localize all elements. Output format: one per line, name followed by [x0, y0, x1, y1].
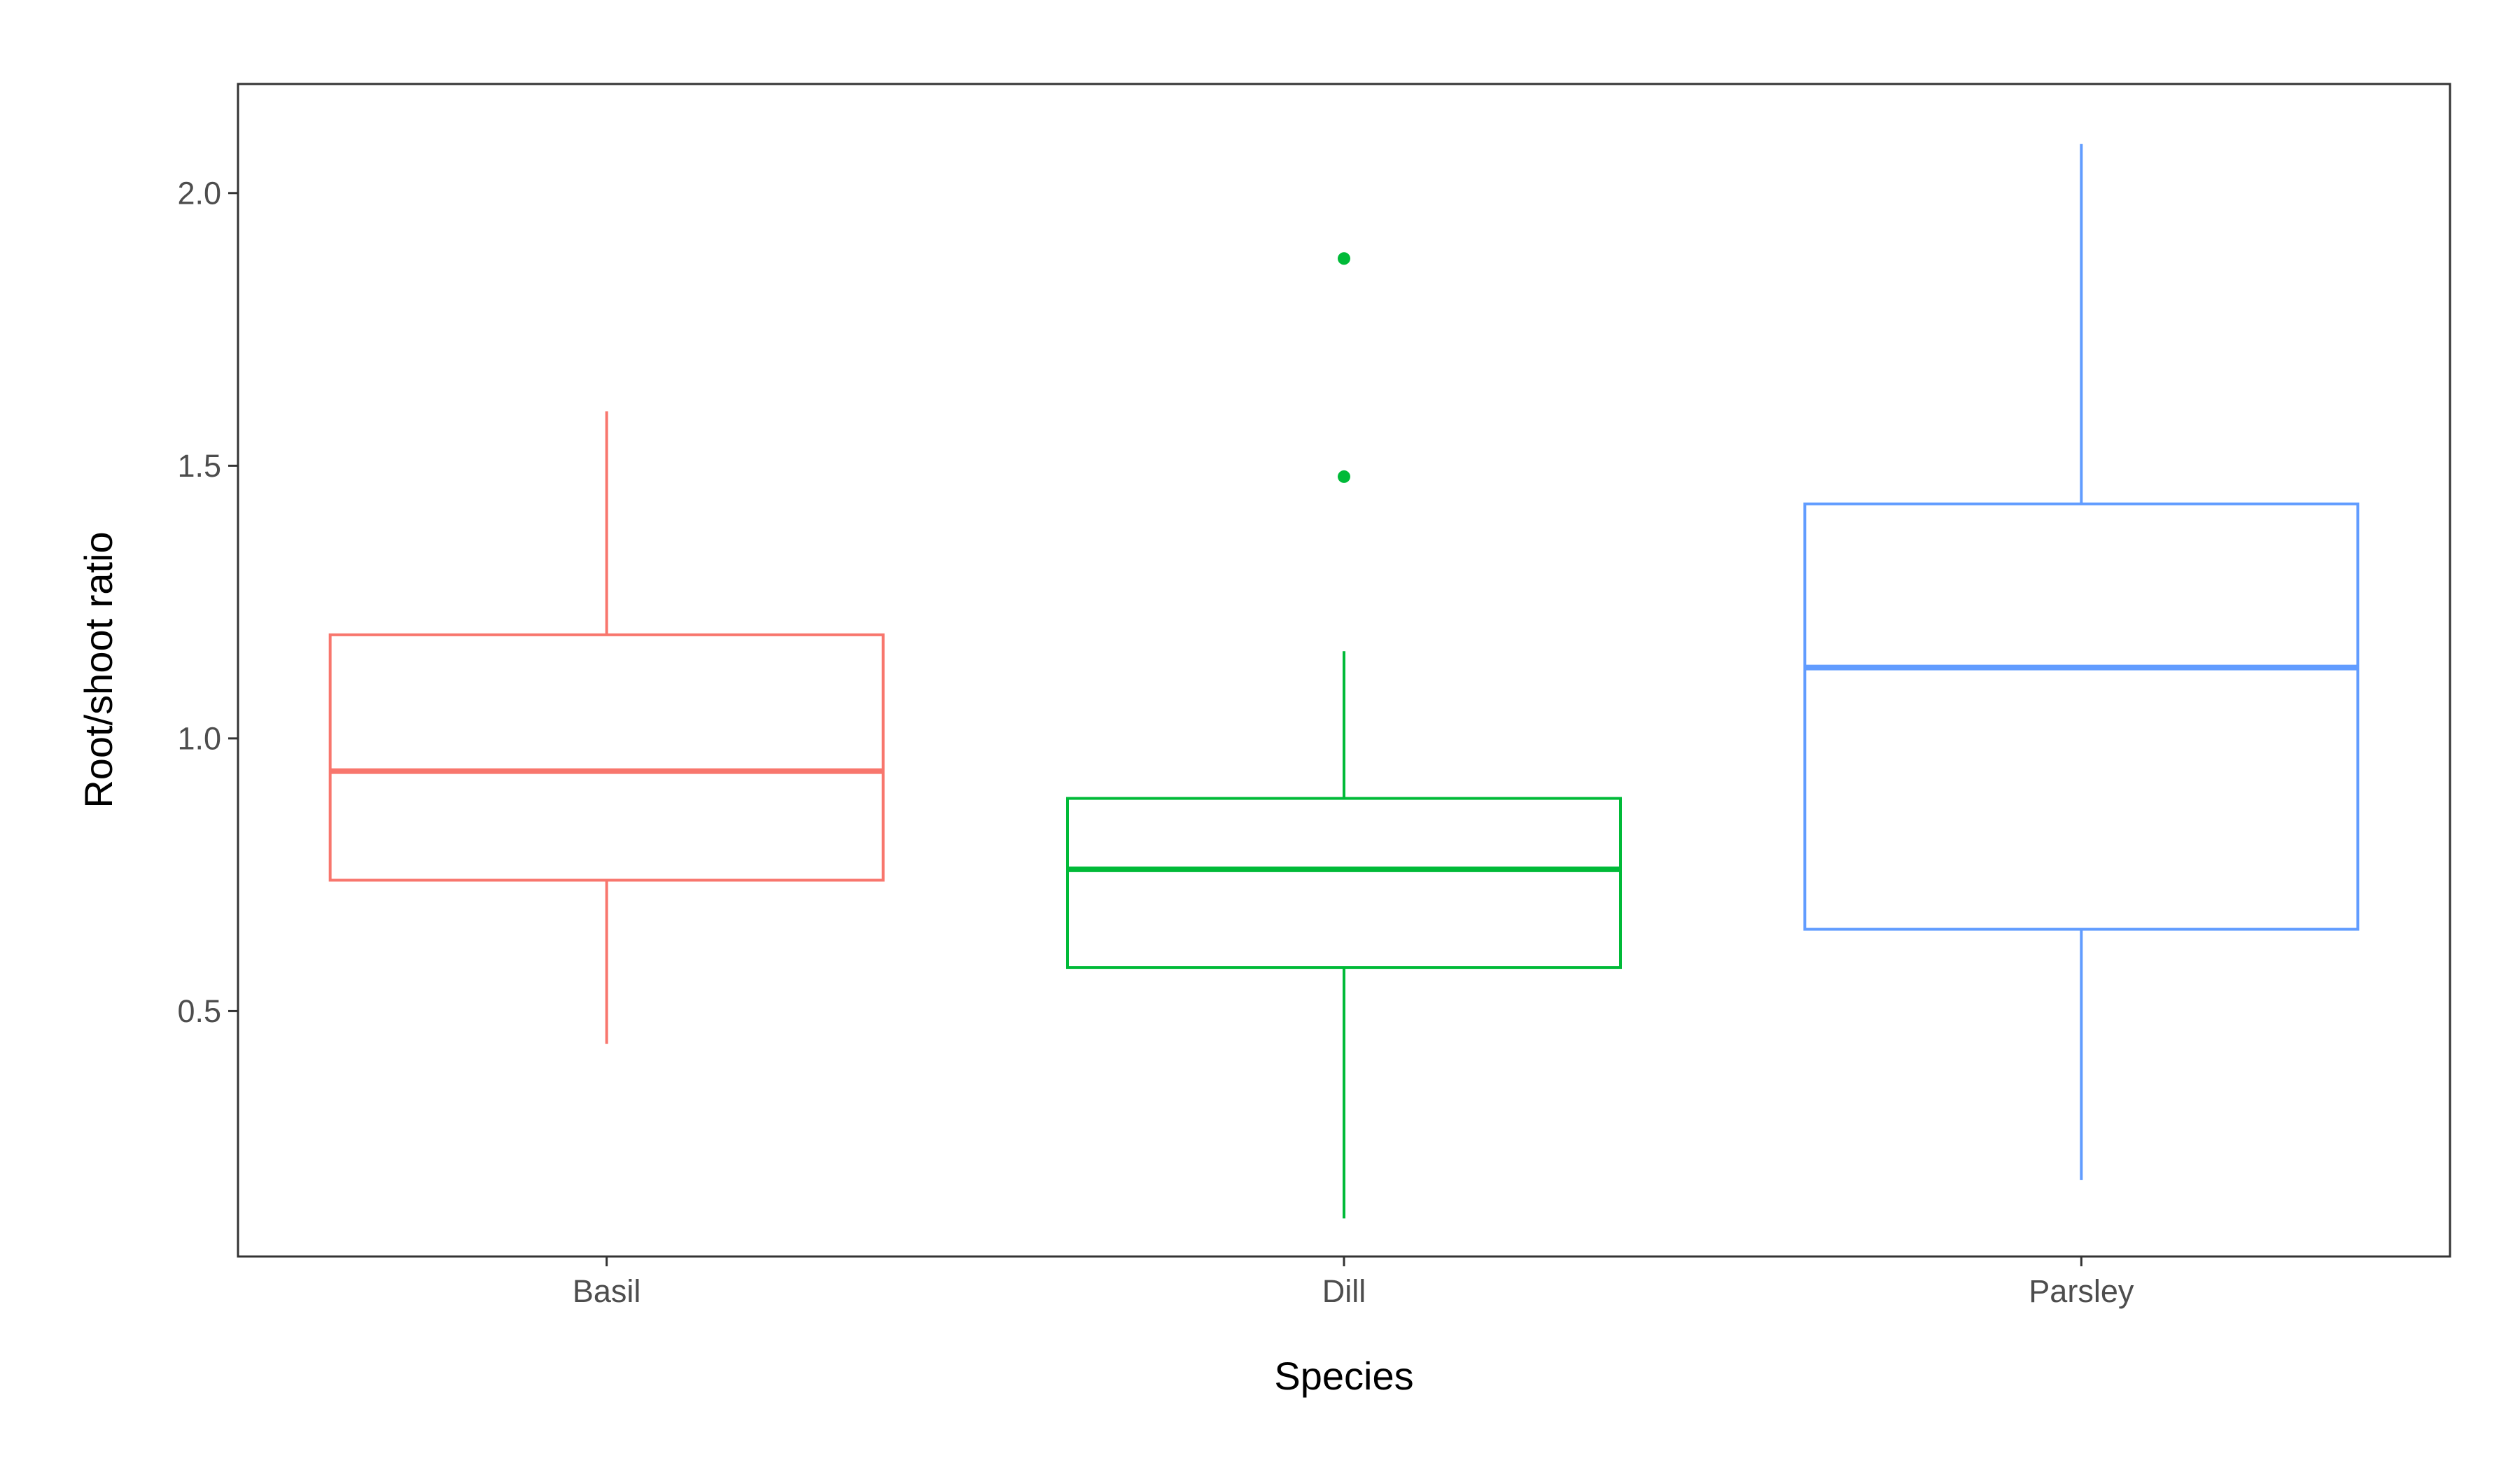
x-axis-title: Species — [1274, 1354, 1413, 1398]
x-tick-label: Basil — [573, 1273, 641, 1309]
box-basil — [328, 411, 885, 1044]
iqr-box — [1803, 502, 2360, 931]
x-tick-label: Dill — [1322, 1273, 1366, 1309]
outlier-point — [1338, 470, 1350, 483]
box-dill — [1066, 252, 1622, 1219]
y-tick-label: 0.5 — [177, 993, 221, 1029]
y-tick-label: 2.0 — [177, 175, 221, 211]
x-axis: Basil Dill Parsley — [573, 1256, 2134, 1309]
iqr-box — [1066, 797, 1622, 969]
x-tick-label: Parsley — [2029, 1273, 2134, 1309]
boxes-layer — [328, 144, 2360, 1219]
outlier-point — [1338, 252, 1350, 265]
y-axis-title: Root/shoot ratio — [76, 531, 120, 808]
y-tick-label: 1.0 — [177, 720, 221, 756]
y-axis: 0.5 1.0 1.5 2.0 — [177, 175, 238, 1029]
iqr-box — [328, 633, 885, 882]
y-tick-label: 1.5 — [177, 448, 221, 484]
box-parsley — [1803, 144, 2360, 1180]
